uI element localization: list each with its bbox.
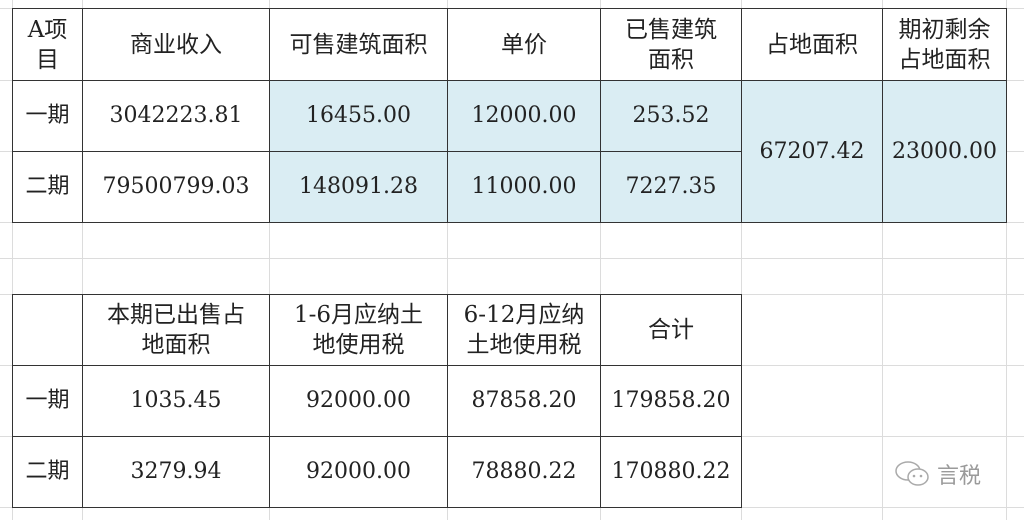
header-cell[interactable]: 1-6月应纳土 地使用税	[269, 294, 448, 366]
header-cell[interactable]: 商业收入	[82, 8, 270, 81]
cell-text: 3042223.81	[109, 103, 243, 128]
cell-text: 79500799.03	[102, 174, 250, 199]
gridline-vertical	[1006, 0, 1007, 520]
row-label-cell[interactable]: 一期	[12, 80, 83, 152]
header-cell[interactable]: 合计	[600, 294, 742, 366]
cell-text: 6-12月应纳 土地使用税	[463, 302, 585, 358]
cell-text: 占地面积	[766, 31, 858, 58]
header-cell[interactable]	[12, 294, 83, 366]
cell-text: 16455.00	[306, 103, 411, 128]
wechat-icon	[895, 461, 929, 486]
cell-text: 商业收入	[130, 31, 222, 58]
merged-cell[interactable]: 23000.00	[882, 80, 1007, 223]
cell-text: 1-6月应纳土 地使用税	[293, 302, 424, 358]
gridline-vertical	[600, 0, 601, 520]
cell-text: 已售建筑 面积	[625, 16, 717, 73]
cell-text: 179858.20	[611, 388, 731, 413]
header-cell[interactable]: A项 目	[12, 8, 83, 81]
data-cell[interactable]: 11000.00	[447, 151, 601, 223]
header-cell[interactable]: 已售建筑 面积	[600, 8, 742, 81]
data-cell[interactable]: 16455.00	[269, 80, 448, 152]
cell-text: 合计	[648, 317, 694, 343]
cell-text: 一期	[25, 388, 70, 413]
gridline-vertical	[269, 0, 270, 520]
cell-text: 67207.42	[759, 138, 865, 164]
cell-text: 87858.20	[471, 388, 577, 413]
cell-text: 12000.00	[471, 103, 577, 128]
cell-text: 3279.94	[130, 459, 222, 484]
data-cell[interactable]: 148091.28	[269, 151, 448, 223]
cell-text: 可售建筑面积	[289, 31, 428, 58]
data-cell[interactable]: 179858.20	[600, 365, 742, 437]
cell-text: 92000.00	[306, 388, 411, 413]
cell-text: A项 目	[27, 16, 68, 73]
gridline-vertical	[882, 0, 883, 520]
data-cell[interactable]: 78880.22	[447, 436, 601, 508]
cell-text: 一期	[25, 103, 70, 128]
header-cell[interactable]: 可售建筑面积	[269, 8, 448, 81]
data-cell[interactable]: 3279.94	[82, 436, 270, 508]
cell-text: 本期已出售占 地面积	[107, 302, 245, 358]
data-cell[interactable]: 253.52	[600, 80, 742, 152]
data-cell[interactable]: 3042223.81	[82, 80, 270, 152]
cell-text: 二期	[25, 459, 70, 484]
cell-text: 253.52	[632, 103, 710, 128]
watermark-text: 言税	[937, 464, 982, 489]
cell-text: 二期	[25, 174, 70, 199]
data-cell[interactable]: 170880.22	[600, 436, 742, 508]
cell-text: 单价	[501, 31, 547, 58]
merged-cell[interactable]: 67207.42	[741, 80, 883, 223]
header-cell[interactable]: 6-12月应纳 土地使用税	[447, 294, 601, 366]
gridline-horizontal	[0, 258, 1024, 259]
cell-text: 148091.28	[299, 174, 418, 199]
row-label-cell[interactable]: 二期	[12, 436, 83, 508]
cell-text: 7227.35	[625, 174, 717, 199]
header-cell[interactable]: 单价	[447, 8, 601, 81]
cell-text: 78880.22	[471, 459, 577, 484]
watermark: 言税	[893, 458, 981, 490]
header-cell[interactable]: 本期已出售占 地面积	[82, 294, 270, 366]
data-cell[interactable]: 12000.00	[447, 80, 601, 152]
header-cell[interactable]: 期初剩余 占地面积	[882, 8, 1007, 81]
gridline-vertical	[741, 0, 742, 520]
data-cell[interactable]: 7227.35	[600, 151, 742, 223]
data-cell[interactable]: 92000.00	[269, 365, 448, 437]
cell-text: 170880.22	[611, 459, 731, 484]
row-label-cell[interactable]: 一期	[12, 365, 83, 437]
cell-text: 1035.45	[130, 388, 222, 413]
gridline-vertical	[447, 0, 448, 520]
row-label-cell[interactable]: 二期	[12, 151, 83, 223]
data-cell[interactable]: 92000.00	[269, 436, 448, 508]
cell-text: 11000.00	[471, 174, 577, 199]
cell-text: 23000.00	[892, 138, 997, 164]
data-cell[interactable]: 1035.45	[82, 365, 270, 437]
gridline-vertical	[12, 0, 13, 520]
cell-text: 期初剩余 占地面积	[898, 16, 991, 73]
data-cell[interactable]: 79500799.03	[82, 151, 270, 223]
cell-text: 92000.00	[306, 459, 411, 484]
header-cell[interactable]: 占地面积	[741, 8, 883, 81]
data-cell[interactable]: 87858.20	[447, 365, 601, 437]
gridline-vertical	[82, 0, 83, 520]
